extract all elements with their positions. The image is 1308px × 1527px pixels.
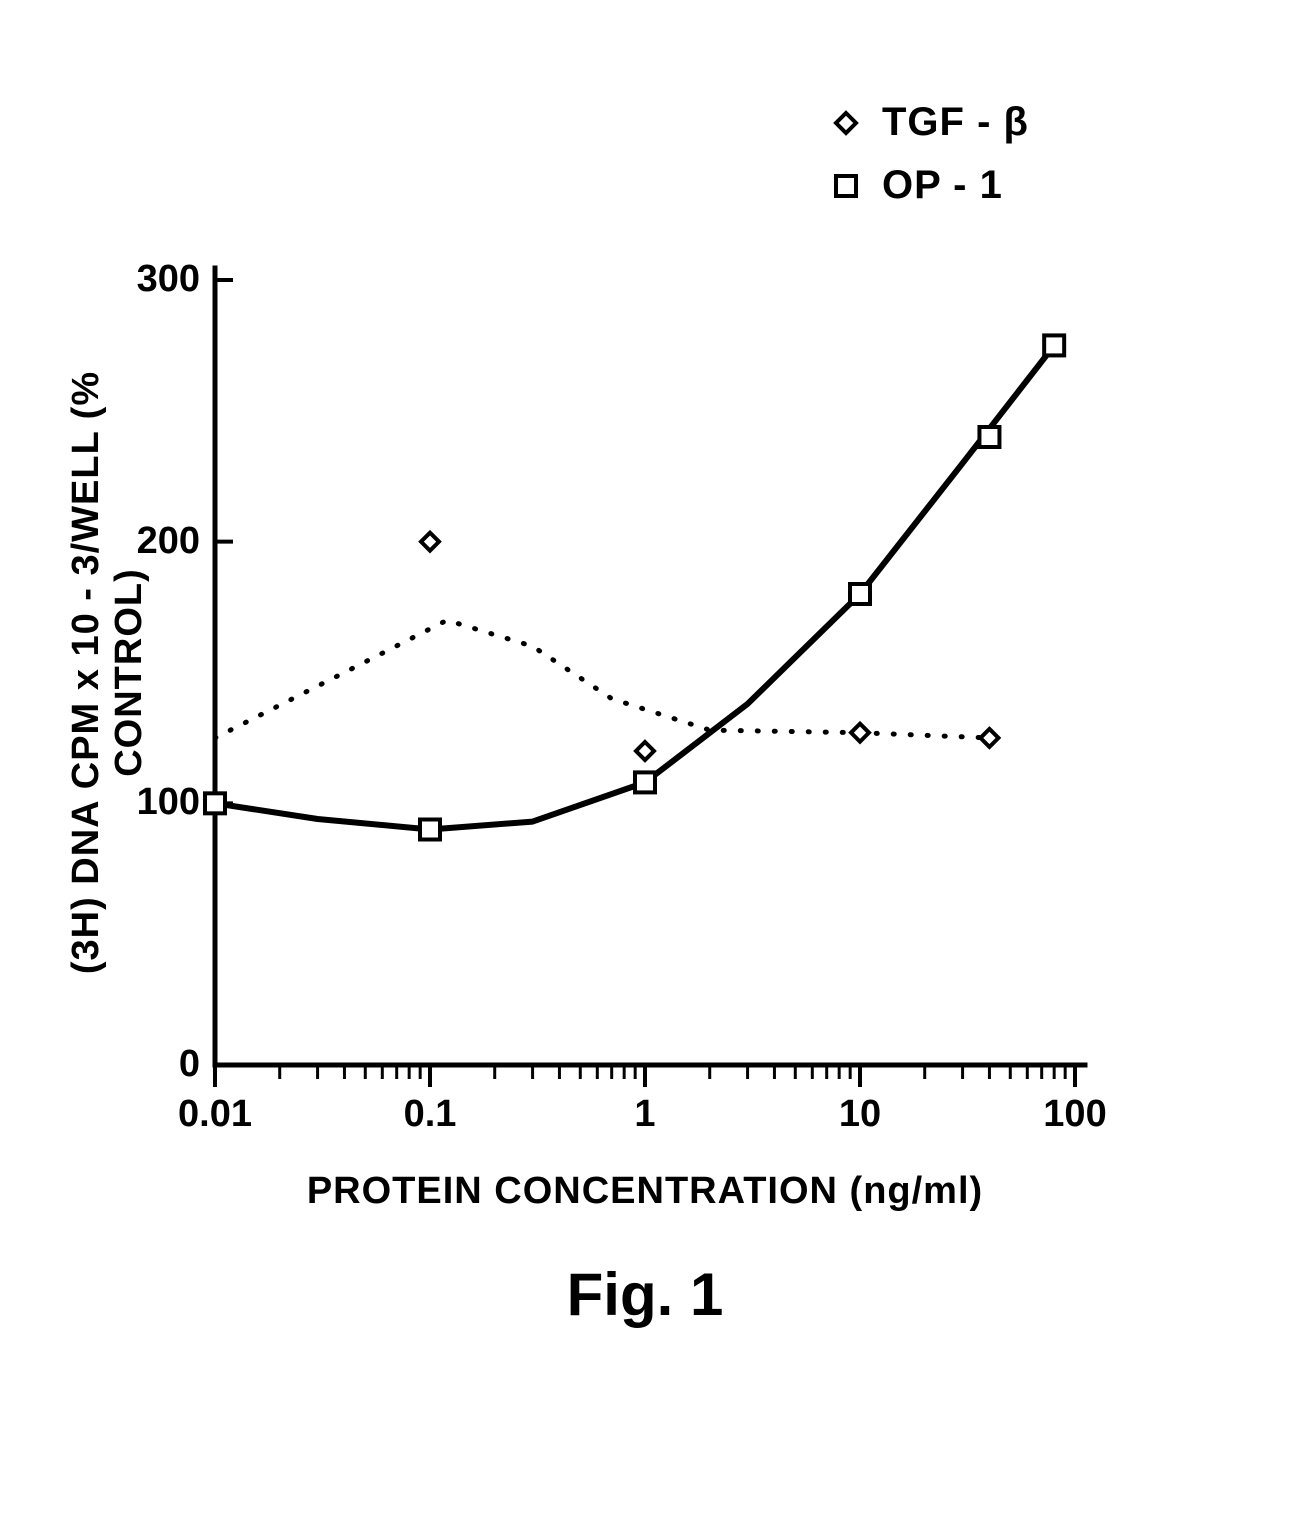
figure-page: TGF - β OP - 1 (3H) DNA CPM x 10 - 3/WELL…: [0, 0, 1308, 1527]
y-axis-label: (3H) DNA CPM x 10 - 3/WELL (% CONTROL): [65, 280, 151, 1065]
legend-item: OP - 1: [830, 163, 1029, 208]
x-tick-label: 0.01: [170, 1093, 260, 1136]
square-icon: [830, 170, 862, 202]
legend: TGF - β OP - 1: [830, 100, 1029, 226]
y-tick-label: 200: [137, 520, 200, 563]
diamond-icon: [830, 107, 862, 139]
legend-item: TGF - β: [830, 100, 1029, 145]
legend-label: TGF - β: [882, 100, 1029, 145]
figure-caption: Fig. 1: [215, 1260, 1075, 1329]
y-tick-label: 100: [137, 781, 200, 824]
x-tick-label: 0.1: [385, 1093, 475, 1136]
x-tick-label: 10: [815, 1093, 905, 1136]
x-tick-label: 1: [600, 1093, 690, 1136]
y-tick-label: 300: [137, 258, 200, 301]
y-tick-label: 0: [179, 1043, 200, 1086]
x-axis-label: PROTEIN CONCENTRATION (ng/ml): [215, 1170, 1075, 1213]
plot-area: [185, 250, 1105, 1095]
x-tick-label: 100: [1030, 1093, 1120, 1136]
legend-label: OP - 1: [882, 163, 1003, 208]
